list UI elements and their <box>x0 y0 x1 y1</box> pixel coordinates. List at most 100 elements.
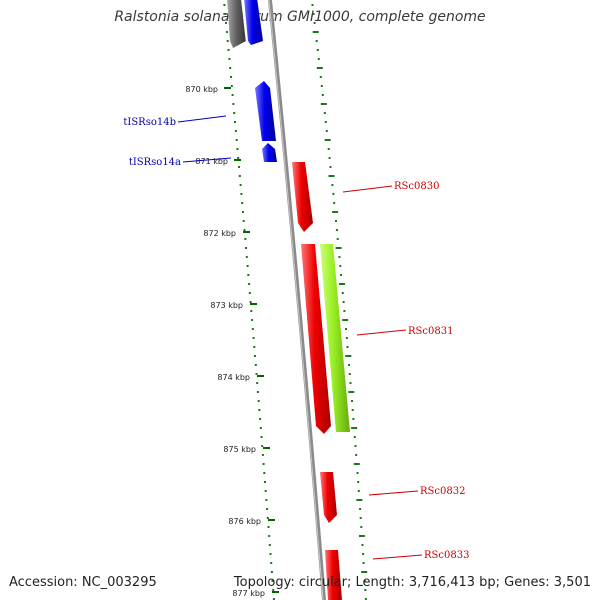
gc-dot <box>252 337 255 339</box>
gc-dot <box>361 571 368 573</box>
gc-dot <box>345 355 352 357</box>
gc-dot <box>348 373 351 375</box>
label-line-rsc0830 <box>342 185 393 193</box>
gc-dot <box>357 490 360 492</box>
gc-dot <box>349 382 352 384</box>
gc-dot <box>265 499 268 501</box>
gc-dot <box>362 562 365 564</box>
gc-dot <box>320 103 327 105</box>
gc-dot <box>352 418 355 420</box>
gc-dot <box>356 499 363 501</box>
gc-dot <box>255 373 258 375</box>
gc-dot <box>238 166 240 168</box>
gc-dot <box>325 130 328 132</box>
gc-dot <box>250 310 253 312</box>
gene-arrow-rsc0830[interactable] <box>292 162 313 232</box>
gene-label-tisrso14b[interactable]: tISRso14b <box>123 117 176 128</box>
genome-backbone <box>268 0 326 600</box>
gene-label-tisrso14a[interactable]: tISRso14a <box>129 157 181 168</box>
gc-dot <box>332 193 335 195</box>
gc-dot <box>351 427 358 429</box>
gc-dot <box>261 454 264 456</box>
gc-dot <box>345 337 348 339</box>
tick-label-872: 872 kbp <box>203 229 236 238</box>
rna-arrow-tisrso14b[interactable] <box>255 81 276 141</box>
gc-dot <box>364 589 367 591</box>
gc-content-track <box>223 4 368 600</box>
gc-dot <box>348 391 355 393</box>
gc-dot <box>236 148 239 150</box>
gc-dot <box>245 256 248 258</box>
gc-dot <box>353 436 356 438</box>
gc-dot <box>256 382 259 384</box>
gc-dot <box>320 85 323 87</box>
gene-label-rsc0832[interactable]: RSc0832 <box>420 486 465 497</box>
gc-dot <box>228 58 231 60</box>
gc-dot <box>246 265 249 267</box>
gc-dot <box>328 157 331 159</box>
gc-dot <box>364 598 367 600</box>
tick-label-873: 873 kbp <box>210 301 243 310</box>
gc-dot <box>345 328 347 330</box>
gc-dot <box>311 4 314 6</box>
gc-dot <box>333 202 336 204</box>
gc-dot <box>225 22 227 24</box>
gc-dot <box>226 40 229 42</box>
gene-label-rsc0830[interactable]: RSc0830 <box>394 181 439 192</box>
gc-dot <box>336 238 339 240</box>
gc-dot <box>327 148 330 150</box>
gc-dot <box>341 292 344 294</box>
label-line-rsc0833 <box>372 554 423 560</box>
gene-arrow-rsc0831[interactable] <box>301 244 331 434</box>
gc-dot <box>328 175 335 177</box>
gc-dot <box>241 202 244 204</box>
gc-dot <box>315 40 318 42</box>
gc-dot <box>321 94 324 96</box>
gene-arrow-rsc0831-green[interactable] <box>320 244 350 432</box>
gc-dot <box>242 211 244 213</box>
gc-dot <box>248 292 251 294</box>
gc-dot <box>339 265 342 267</box>
map-title: Ralstonia solanacearum GMI1000, complete… <box>114 9 486 25</box>
label-line-tisrso14a <box>182 157 232 163</box>
gc-dot <box>248 283 251 285</box>
gc-dot <box>244 238 247 240</box>
gc-dot <box>272 598 275 600</box>
gc-dot <box>324 139 331 141</box>
gc-dot <box>348 364 351 366</box>
gene-arrow-gray[interactable] <box>227 0 246 48</box>
gc-dot <box>237 157 240 159</box>
gc-dot <box>360 526 363 528</box>
gc-dot <box>355 454 358 456</box>
label-line-tisrso14b <box>177 115 227 123</box>
gc-dot <box>230 76 232 78</box>
gc-dot <box>251 319 254 321</box>
gc-dot <box>262 463 265 465</box>
rna-arrow-tisrso14a[interactable] <box>262 143 277 162</box>
gc-dot <box>260 436 263 438</box>
gc-dot <box>232 103 235 105</box>
gc-dot <box>235 139 238 141</box>
gc-dot <box>271 580 274 582</box>
gc-dot <box>268 535 271 537</box>
rna-feature-top[interactable] <box>244 0 263 45</box>
gc-dot <box>357 481 360 483</box>
gene-arrow-rsc0832[interactable] <box>320 472 337 523</box>
gc-dot <box>342 301 345 303</box>
gc-dot <box>239 184 242 186</box>
gene-arrow-rsc0833[interactable] <box>325 550 342 600</box>
gc-dot <box>223 4 226 6</box>
gc-dot <box>312 13 315 15</box>
gene-label-rsc0833[interactable]: RSc0833 <box>424 550 469 561</box>
gc-dot <box>339 283 345 285</box>
gc-dot <box>270 571 273 573</box>
gc-dot <box>249 301 252 303</box>
gc-dot <box>324 121 327 123</box>
gene-label-rsc0831[interactable]: RSc0831 <box>408 326 453 337</box>
gc-dot <box>316 67 323 69</box>
gc-dot <box>225 31 228 33</box>
gc-dot <box>251 328 254 330</box>
gc-dot <box>254 355 256 357</box>
gc-dot <box>259 427 262 429</box>
gc-dot <box>332 211 339 213</box>
